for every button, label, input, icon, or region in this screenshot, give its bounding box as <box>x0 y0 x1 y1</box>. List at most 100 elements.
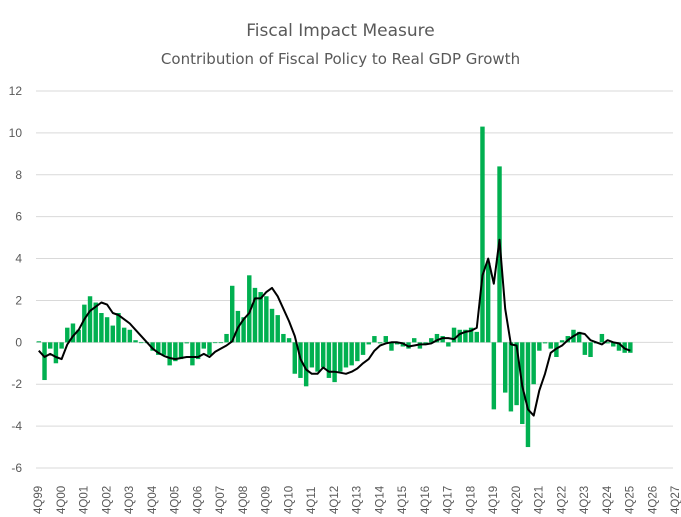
bar <box>241 317 246 343</box>
chart-title: Fiscal Impact Measure <box>246 21 435 41</box>
x-tick-label: 4Q25 <box>625 486 637 514</box>
bar <box>82 304 87 343</box>
x-tick-label: 4Q12 <box>329 486 341 514</box>
bar <box>252 287 258 343</box>
bar <box>326 342 332 378</box>
bar <box>247 275 252 343</box>
y-tick-label: 12 <box>9 84 23 98</box>
bar <box>463 329 468 343</box>
chart-subtitle: Contribution of Fiscal Policy to Real GD… <box>160 50 521 68</box>
bar <box>548 342 553 349</box>
bar <box>497 166 502 343</box>
bar <box>281 333 286 343</box>
bar <box>446 342 451 347</box>
bar <box>303 342 309 387</box>
x-tick-label: 4Q14 <box>374 485 386 514</box>
bar <box>201 342 206 349</box>
bar <box>611 342 616 347</box>
x-tick-label: 4Q01 <box>79 486 91 514</box>
x-axis-ticks: 4Q99 4Q00 4Q01 4Q02 4Q03 4Q04 4Q05 4Q06 4Q07 4Q08… <box>33 485 681 514</box>
bar <box>576 331 582 343</box>
bar <box>104 317 110 343</box>
bar <box>59 342 64 349</box>
bar <box>394 342 400 345</box>
bar <box>93 302 98 343</box>
bar <box>531 342 536 385</box>
x-tick-label: 4Q02 <box>101 486 113 514</box>
bar <box>332 342 337 383</box>
x-tick-label: 4Q10 <box>283 486 295 514</box>
y-tick-label: 0 <box>15 335 22 349</box>
bar <box>48 342 53 349</box>
bar <box>440 336 445 343</box>
bar <box>628 342 633 353</box>
bar <box>292 342 297 374</box>
bar <box>65 327 70 343</box>
bar <box>42 342 47 381</box>
bar <box>468 327 474 343</box>
x-tick-label: 4Q03 <box>124 486 136 514</box>
bar <box>503 342 508 393</box>
bar <box>127 329 133 343</box>
x-tick-label: 4Q06 <box>192 486 204 514</box>
x-tick-label: 4Q11 <box>306 487 318 514</box>
y-tick-label: 6 <box>15 210 22 224</box>
bar <box>457 329 462 343</box>
bar <box>195 342 201 360</box>
bar <box>605 342 610 344</box>
bar <box>315 342 320 372</box>
bar <box>309 342 315 368</box>
bar <box>372 336 377 343</box>
x-tick-label: 4Q16 <box>420 486 432 514</box>
bar <box>349 342 354 366</box>
x-tick-label: 4Q27 <box>670 486 681 514</box>
bar <box>156 342 161 355</box>
y-tick-label: 4 <box>15 252 22 266</box>
bar <box>343 342 349 368</box>
bar <box>110 325 115 343</box>
x-tick-label: 4Q99 <box>33 486 45 514</box>
y-axis-ticks: -6 -4 -2 0 2 4 6 8 10 12 <box>9 84 23 475</box>
x-tick-label: 4Q04 <box>147 485 159 514</box>
y-tick-label: 10 <box>9 126 23 140</box>
x-tick-label: 4Q17 <box>443 486 455 514</box>
x-tick-label: 4Q23 <box>579 486 591 514</box>
y-tick-label: 2 <box>15 293 22 307</box>
x-tick-label: 4Q05 <box>170 486 182 514</box>
bar <box>417 342 423 349</box>
bar <box>474 331 479 343</box>
bar <box>167 342 172 366</box>
line-series <box>38 238 631 417</box>
y-tick-label: -4 <box>11 419 22 433</box>
bar <box>150 342 155 351</box>
bar <box>207 342 212 355</box>
x-tick-label: 4Q21 <box>534 486 546 514</box>
x-tick-label: 4Q26 <box>647 486 659 514</box>
y-tick-label: 8 <box>15 168 22 182</box>
bar <box>480 126 485 343</box>
x-tick-label: 4Q18 <box>465 486 477 514</box>
bar <box>582 342 588 355</box>
x-tick-label: 4Q07 <box>215 486 227 514</box>
bar <box>212 342 218 344</box>
x-tick-label: 4Q22 <box>556 486 568 514</box>
bar <box>485 262 491 343</box>
bar <box>616 342 622 351</box>
x-tick-label: 4Q20 <box>511 486 523 514</box>
bar <box>508 342 514 412</box>
bar <box>116 313 121 343</box>
bar <box>377 342 383 344</box>
x-tick-label: 4Q08 <box>238 486 250 514</box>
gridlines <box>36 90 673 469</box>
x-tick-label: 4Q13 <box>352 486 364 514</box>
bar <box>76 329 81 343</box>
bar <box>87 296 93 343</box>
bar <box>451 327 457 343</box>
bar <box>230 285 235 343</box>
bar <box>423 342 428 345</box>
bar <box>133 340 138 343</box>
bar <box>355 342 360 362</box>
bar <box>542 342 548 344</box>
bar <box>599 333 605 343</box>
bar <box>412 338 417 343</box>
